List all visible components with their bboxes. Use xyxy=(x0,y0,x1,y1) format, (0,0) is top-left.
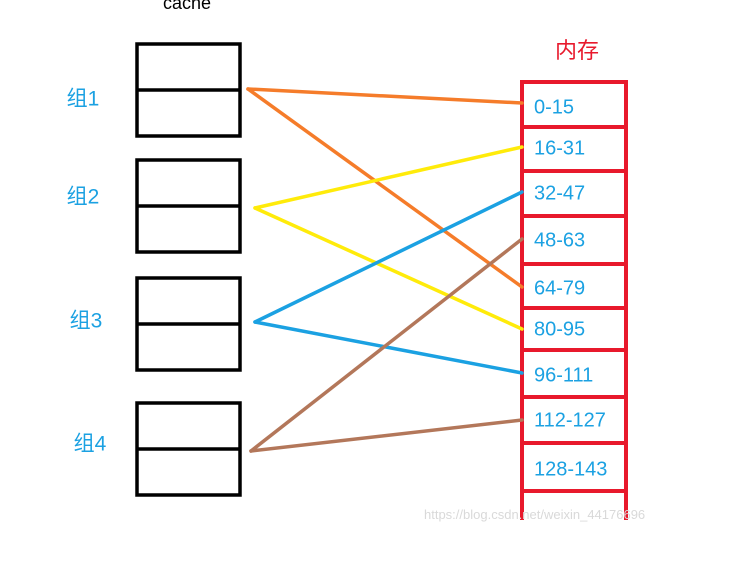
mapping-line xyxy=(253,145,524,210)
memory-block-label: 112-127 xyxy=(534,409,606,431)
cache-title: cache xyxy=(163,0,211,13)
memory-title: 内存 xyxy=(555,38,599,63)
group-label: 组4 xyxy=(74,433,107,456)
cache-groups: 组1 组2 组3 组4 xyxy=(67,42,242,497)
memory-block-label: 0-15 xyxy=(534,96,574,118)
mapping-line xyxy=(246,87,524,105)
mapping-lines xyxy=(246,87,524,453)
memory-column: 0-15 16-31 32-47 48-63 64-79 80-95 96-111 112-1… xyxy=(520,80,628,520)
mapping-line xyxy=(246,87,524,289)
watermark: https://blog.csdn.net/weixin_44176696 xyxy=(424,507,645,522)
mapping-line xyxy=(249,418,524,453)
memory-block-label: 80-95 xyxy=(534,318,585,340)
mapping-line xyxy=(253,190,524,324)
mapping-line xyxy=(253,320,524,375)
memory-block-label: 32-47 xyxy=(534,182,585,204)
group-label: 组3 xyxy=(70,310,103,333)
mapping-line xyxy=(249,237,524,453)
memory-block-label: 16-31 xyxy=(534,137,585,159)
group-label: 组2 xyxy=(67,186,100,209)
memory-block-label: 48-63 xyxy=(534,229,585,251)
mapping-line xyxy=(253,206,524,331)
memory-block-label: 64-79 xyxy=(534,277,585,299)
group-label: 组1 xyxy=(67,88,100,111)
memory-block-label: 96-111 xyxy=(534,364,593,386)
memory-block-label: 128-143 xyxy=(534,458,607,480)
